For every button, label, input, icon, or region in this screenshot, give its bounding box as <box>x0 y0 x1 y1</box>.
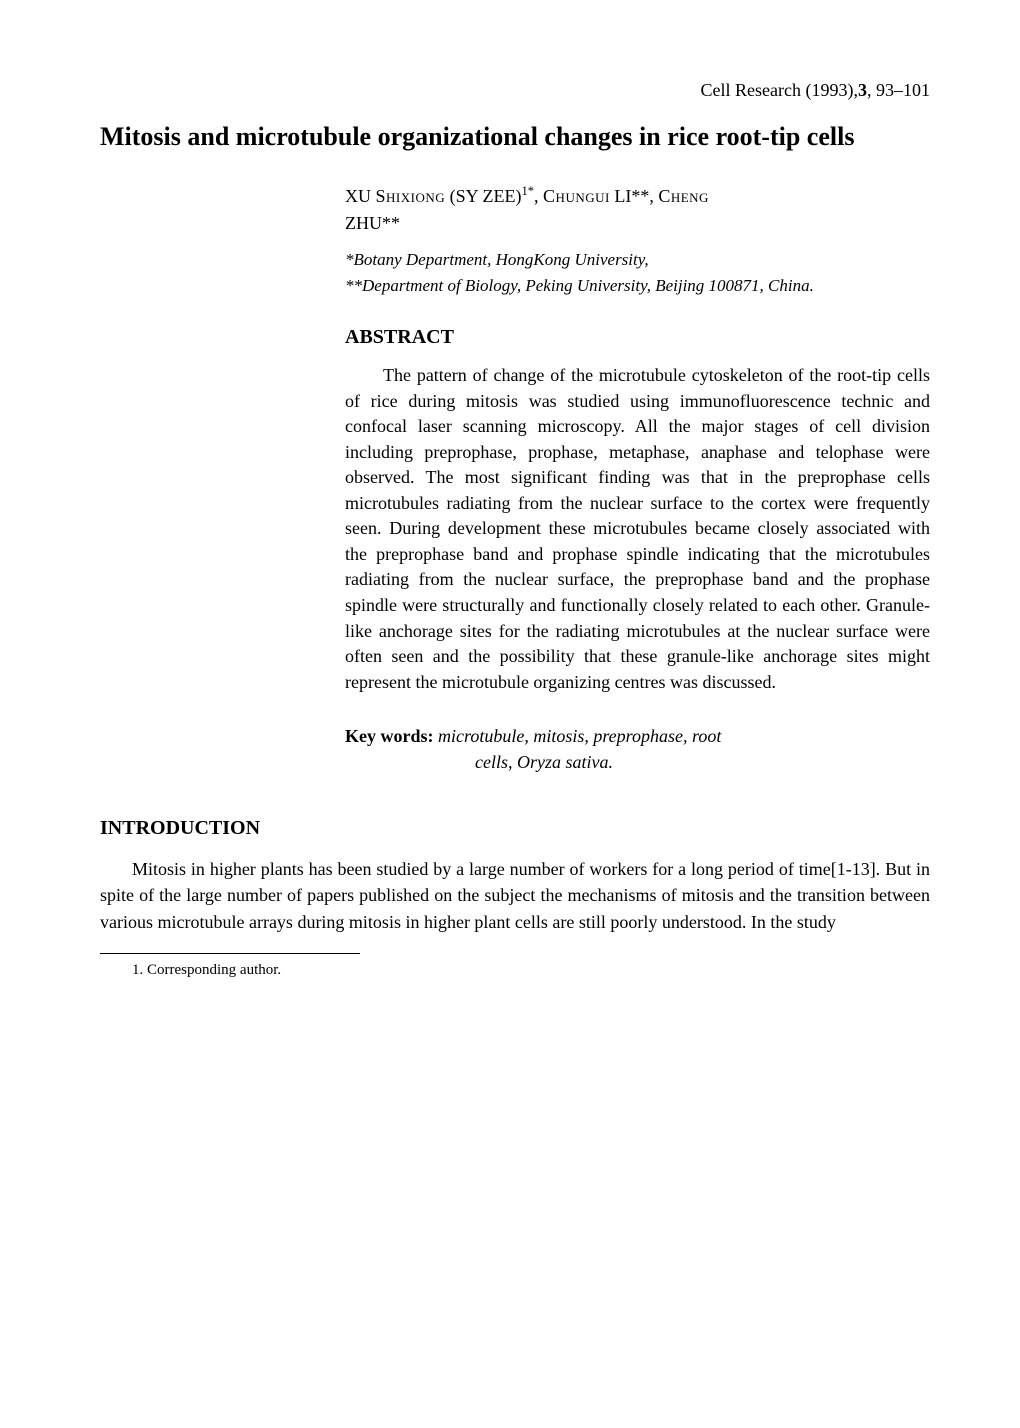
authors-block: XU Shixiong (SY ZEE)1*, Chungui LI**, Ch… <box>345 182 930 237</box>
author-2-suffix: LI**, <box>610 186 659 206</box>
abstract-body: The pattern of change of the microtubule… <box>345 363 930 695</box>
journal-header: Cell Research (1993),3, 93–101 <box>100 80 930 101</box>
author-1-altname: (SY ZEE) <box>445 186 521 206</box>
introduction-body: Mitosis in higher plants has been studie… <box>100 856 930 934</box>
abstract-heading: ABSTRACT <box>345 326 930 349</box>
author-sep-1: , <box>534 186 543 206</box>
affiliations-block: *Botany Department, HongKong University,… <box>345 247 930 298</box>
article-title: Mitosis and microtubule organizational c… <box>100 119 930 154</box>
journal-year: (1993) <box>806 80 854 100</box>
journal-volume: 3 <box>858 80 867 100</box>
author-1-surname: Shixiong <box>376 186 446 206</box>
author-3-surname: Cheng <box>658 186 709 206</box>
keywords-block: Key words: microtubule, mitosis, preprop… <box>345 723 930 775</box>
author-2-surname: Chungui <box>543 186 610 206</box>
keywords-text-2: cells, Oryza sativa. <box>475 752 613 772</box>
keywords-label: Key words: <box>345 726 434 746</box>
author-1-sup: 1* <box>521 184 534 198</box>
keywords-text-1: microtubule, mitosis, preprophase, root <box>434 726 722 746</box>
footnote-text: 1. Corresponding author. <box>132 962 930 979</box>
affiliation-1: *Botany Department, HongKong University, <box>345 247 930 273</box>
affiliation-2: **Department of Biology, Peking Universi… <box>345 273 930 299</box>
journal-pages: 93–101 <box>876 80 930 100</box>
authors-line-2: ZHU** <box>345 210 930 237</box>
footnote-rule <box>100 953 360 954</box>
journal-name: Cell Research <box>701 80 801 100</box>
authors-line-1: XU Shixiong (SY ZEE)1*, Chungui LI**, Ch… <box>345 182 930 210</box>
author-1-given: XU <box>345 186 376 206</box>
introduction-heading: INTRODUCTION <box>100 817 930 840</box>
